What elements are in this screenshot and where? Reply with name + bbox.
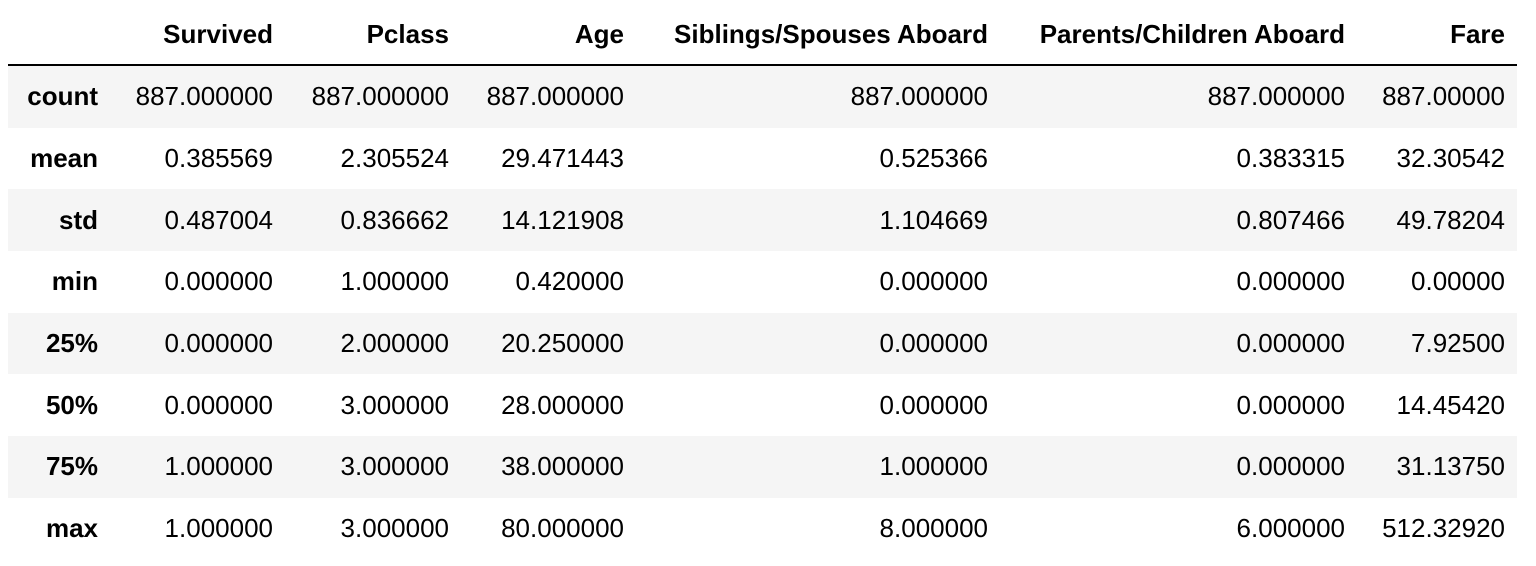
table-cell: 0.000000: [879, 389, 988, 420]
table-row: 75% 1.000000 3.000000 38.000000 1.000000 0.00…: [8, 436, 1517, 498]
table-row: std 0.487004 0.836662 14.121908 1.104669 0.80…: [8, 189, 1517, 252]
table-cell: 0.000000: [164, 266, 273, 297]
table-cell: 3.000000: [340, 513, 449, 544]
table-cell: 14.45420: [1396, 389, 1505, 420]
table-cell: 0.000000: [1236, 266, 1345, 297]
table-cell: 0.000000: [1236, 389, 1345, 420]
table-cell: 7.92500: [1411, 328, 1505, 359]
table-cell: 0.000000: [164, 389, 273, 420]
table-row: max 1.000000 3.000000 80.000000 8.000000 6.00…: [8, 498, 1517, 560]
table-cell: 8.000000: [879, 513, 988, 544]
table-cell: 6.000000: [1236, 513, 1345, 544]
table-cell: 887.000000: [850, 81, 988, 112]
column-header: Parents/Children Aboard: [1000, 4, 1357, 66]
table-cell: 80.000000: [501, 513, 624, 544]
table-cell: 1.000000: [164, 513, 273, 544]
table-cell: 0.385569: [164, 143, 273, 174]
table-cell: 2.000000: [340, 328, 449, 359]
table-cell: 49.78204: [1396, 204, 1505, 235]
table-cell: 28.000000: [501, 389, 624, 420]
table-cell: 1.000000: [879, 451, 988, 482]
table-cell: 32.30542: [1396, 143, 1505, 174]
table-cell: 29.471443: [501, 143, 624, 174]
column-header: Siblings/Spouses Aboard: [636, 4, 1000, 66]
table-row: count 887.000000 887.000000 887.000000 887.0…: [8, 65, 1517, 128]
row-label: min: [51, 266, 98, 297]
row-label: count: [27, 81, 98, 112]
table-cell: 0.00000: [1411, 266, 1505, 297]
table-cell: 0.807466: [1236, 204, 1345, 235]
table-cell: 38.000000: [501, 451, 624, 482]
table-cell: 0.836662: [340, 204, 449, 235]
table-row: mean 0.385569 2.305524 29.471443 0.525366 0.3…: [8, 128, 1517, 190]
table-cell: 14.121908: [501, 204, 624, 235]
describe-table: Survived Pclass Age Siblings/Spouses Aboard…: [8, 4, 1517, 560]
row-label: std: [59, 204, 98, 235]
table-cell: 887.000000: [486, 81, 624, 112]
table-row: 25% 0.000000 2.000000 20.250000 0.000000 0.00…: [8, 312, 1517, 375]
table-cell: 887.00000: [1382, 81, 1505, 112]
table-cell: 31.13750: [1396, 451, 1505, 482]
table-cell: 0.487004: [164, 204, 273, 235]
table-cell: 2.305524: [340, 143, 449, 174]
table-cell: 887.000000: [1207, 81, 1345, 112]
corner-cell: [8, 4, 110, 66]
table-cell: 0.000000: [164, 328, 273, 359]
column-header: Survived: [110, 4, 285, 66]
table-cell: 0.000000: [879, 328, 988, 359]
table-cell: 3.000000: [340, 451, 449, 482]
table-cell: 0.000000: [879, 266, 988, 297]
table-cell: 0.000000: [1236, 451, 1345, 482]
table-row: 50% 0.000000 3.000000 28.000000 0.000000 0.00…: [8, 374, 1517, 436]
table-cell: 0.000000: [1236, 328, 1345, 359]
table-row: min 0.000000 1.000000 0.420000 0.000000 0.000…: [8, 251, 1517, 313]
row-label: 50%: [45, 389, 98, 420]
table-cell: 20.250000: [501, 328, 624, 359]
table-body: count 887.000000 887.000000 887.000000 887.0…: [8, 65, 1517, 560]
table-cell: 1.000000: [340, 266, 449, 297]
table-cell: 0.383315: [1236, 143, 1345, 174]
row-label: max: [45, 513, 98, 544]
row-label: 75%: [45, 451, 98, 482]
table-cell: 0.420000: [515, 266, 624, 297]
column-header: Age: [461, 4, 636, 66]
column-header: Pclass: [285, 4, 461, 66]
table-cell: 512.32920: [1382, 513, 1505, 544]
table-cell: 3.000000: [340, 389, 449, 420]
table-cell: 887.000000: [311, 81, 449, 112]
row-label: mean: [30, 143, 98, 174]
column-header: Fare: [1357, 4, 1517, 66]
row-label: 25%: [45, 328, 98, 359]
table-cell: 0.525366: [879, 143, 988, 174]
table-cell: 887.000000: [135, 81, 273, 112]
table-cell: 1.104669: [879, 204, 988, 235]
table-cell: 1.000000: [164, 451, 273, 482]
header-row: Survived Pclass Age Siblings/Spouses Aboard…: [8, 4, 1517, 66]
